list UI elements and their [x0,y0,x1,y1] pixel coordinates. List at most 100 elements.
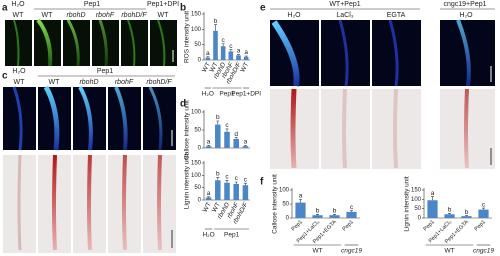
y-axis-label: Callose intensity unit [272,174,279,234]
x-tick-label: WT [209,61,220,73]
y-tick-label: 50 [194,128,201,134]
bar [236,55,241,60]
y-tick-label: 0 [286,216,290,222]
significance-letter: b [448,207,452,214]
group-label: H₂O [202,91,214,98]
bar [233,183,239,200]
y-tick-label: 100 [191,173,202,179]
bar [329,215,340,218]
micrographs [270,19,495,169]
error-bar [333,214,336,216]
x-tick-label: Pep1 [342,219,355,232]
y-tick-label: 50 [414,206,421,212]
group-label: H₂O [202,232,214,239]
bar [233,139,239,148]
bar [461,216,472,218]
panel-label: e [260,3,266,14]
y-tick-label: 0 [198,58,202,64]
error-bar [234,181,238,184]
panel-label: a [2,3,8,14]
error-bar [244,55,248,57]
micrographs [3,85,176,253]
error-bar [299,198,302,203]
y-tick-label: 100 [279,188,290,194]
x-tick-label: WT [201,61,212,73]
error-bar [316,214,319,216]
error-bar [465,215,468,217]
significance-letter: c [244,176,248,183]
error-bar [225,179,229,183]
error-bar [207,145,211,147]
genotype-label: WT [14,79,26,86]
error-bar [221,43,225,47]
y-tick-label: 100 [411,197,422,203]
y-tick-label: 50 [194,42,201,48]
significance-letter: b [216,171,220,178]
significance-letter: c [350,204,354,211]
bar [215,180,221,200]
bar [205,197,212,200]
genotype-label: WT [42,12,54,19]
treatment-label: H₂O [459,12,473,19]
error-bar [350,210,353,212]
y-axis-label: Callose intensity unit [184,100,191,160]
treatment-label: Pep1 [97,68,113,75]
y-tick-label: 0 [198,146,202,152]
error-bar [214,24,217,31]
genotype-label: WT [158,12,170,19]
genotype-label: rbohD/F [146,79,172,86]
significance-letter: a [237,48,241,55]
error-bar [234,137,238,139]
treatment-label: Pep1 [84,1,100,8]
treatment-label: H₂O [12,68,26,75]
genotype-label: WT [13,12,25,19]
panel-label: d [180,99,186,110]
panel-a: a H₂O Pep1 Pep1+DPI WT WT rbohD rbohF rb… [2,1,179,67]
error-bar [431,196,434,201]
significance-letter: d [234,131,238,138]
y-tick-label: 0 [418,216,422,222]
y-axis-label: Lignin intensity unit [404,176,411,231]
genotype-label: rbohD/F [121,12,147,19]
group-label: cngc19 [473,248,494,255]
group-label: Pep1 [224,232,240,239]
bar [295,202,306,218]
significance-letter: b [216,114,220,121]
y-axis-label: Lignin intensity unit [184,154,191,209]
bar [242,185,249,200]
treatment-label: Pep1+DPI [147,1,179,8]
bar [213,30,218,60]
bar [427,200,438,218]
bar [346,211,357,218]
error-bar [243,145,247,147]
micrographs [5,18,177,67]
significance-letter: a [299,192,303,199]
bar [205,57,211,60]
significance-letter: c [225,173,229,180]
treatment-label: H₂O [287,12,301,19]
error-bar [216,120,220,125]
error-bar [216,177,220,181]
treatment-label: EGTA [387,12,406,19]
significance-letter: b [465,209,469,216]
y-tick-label: 50 [194,185,201,191]
x-tick-label: WT [211,201,222,213]
genotype-label: cngc19+Pep1 [443,1,486,8]
bar [224,131,230,148]
treatment-label: LaCl₃ [336,12,353,19]
genotype-label: WT+Pep1 [329,1,360,8]
bar [243,56,249,60]
panel-label: b [180,3,186,14]
genotype-label: rbohD [66,12,85,19]
significance-letter: a [244,139,248,146]
significance-letter: c [482,201,486,208]
genotype-label: rbohF [115,79,134,86]
significance-letter: c [222,37,226,44]
bar [312,215,323,218]
group-label: Pep1+DPI [231,91,261,98]
y-tick-label: 0 [198,198,202,204]
panel-c: c H₂O Pep1 WT WT rbohD rbohF rbohD/F [2,68,176,253]
y-tick-label: 100 [191,27,202,33]
x-tick-label: Pep1 [423,219,436,232]
error-bar [225,128,229,132]
